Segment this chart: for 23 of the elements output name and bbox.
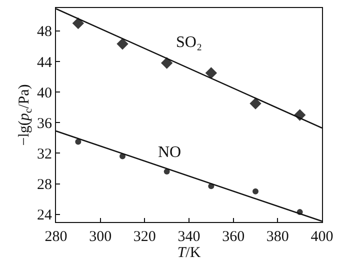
x-axis-title: T/K bbox=[177, 245, 201, 261]
series-label: SO₂ bbox=[176, 34, 202, 51]
point bbox=[116, 38, 128, 50]
x-tick-label: 340 bbox=[178, 229, 200, 245]
y-tick-label: 36 bbox=[37, 116, 52, 132]
point bbox=[205, 67, 218, 79]
x-tick-label: 320 bbox=[133, 229, 156, 245]
x-tick-label: 360 bbox=[222, 229, 245, 245]
x-tick-label: 380 bbox=[266, 229, 289, 245]
point bbox=[252, 188, 258, 194]
y-tick-label: 28 bbox=[37, 177, 52, 194]
point bbox=[250, 98, 262, 110]
x-tick-label: 280 bbox=[44, 229, 68, 245]
series-label: NO bbox=[158, 144, 182, 161]
y-tick-label: 48 bbox=[37, 24, 52, 40]
x-tick-label: 300 bbox=[89, 229, 112, 245]
point bbox=[160, 57, 173, 69]
y-tick-label: 24 bbox=[37, 208, 52, 224]
y-tick-label: 32 bbox=[37, 146, 52, 162]
x-tick-label: 400 bbox=[310, 229, 334, 245]
point bbox=[72, 17, 84, 30]
y-tick-label: 44 bbox=[37, 54, 52, 71]
y-tick-label: 40 bbox=[37, 85, 52, 102]
